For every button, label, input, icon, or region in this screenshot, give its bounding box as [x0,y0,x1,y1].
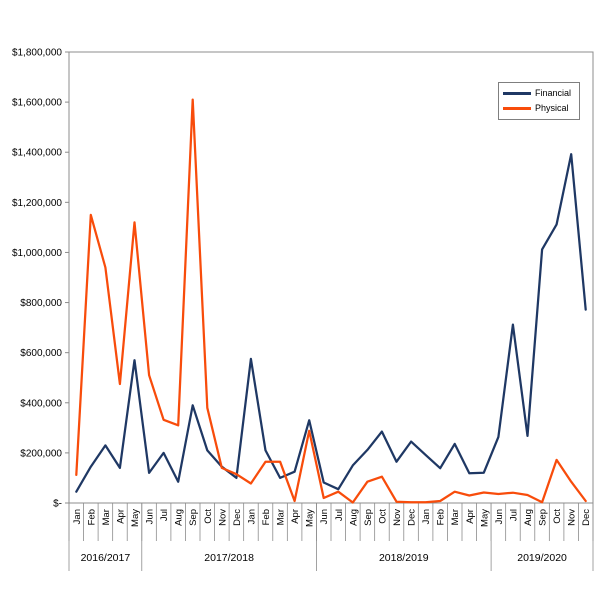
x-axis-month-label: Sep [363,509,374,526]
x-axis-month-label: Aug [523,509,534,526]
x-axis-month-label: Sep [188,509,199,526]
x-axis-month-label: May [130,509,141,527]
x-axis-month-label: Oct [377,509,388,524]
y-axis-label: $800,000 [20,298,62,309]
x-axis-month-label: Feb [86,509,97,525]
x-axis-month-label: May [479,509,490,527]
y-axis-label: $1,600,000 [12,98,62,109]
x-axis-month-label: Dec [232,509,243,526]
legend-item-physical: Physical [503,102,575,116]
x-axis-year-label: 2019/2020 [517,552,567,564]
legend-label-physical: Physical [535,103,569,114]
x-axis-month-label: Aug [174,509,185,526]
x-axis-month-label: Dec [581,509,592,526]
financial-line-swatch [503,91,531,95]
x-axis-month-label: Mar [276,509,287,525]
x-axis-month-label: Jan [246,509,257,524]
x-axis-month-label: Feb [436,509,447,525]
x-axis-month-label: Aug [348,509,359,526]
x-axis-month-label: Mar [101,509,112,525]
x-axis-month-label: Apr [115,509,126,524]
legend-label-financial: Financial [535,87,572,98]
y-axis-label: $1,200,000 [12,198,62,209]
x-axis-month-label: Nov [392,509,403,526]
x-axis-month-label: Apr [290,509,301,524]
y-axis-label: $200,000 [20,448,62,459]
x-axis-month-label: Jul [159,509,170,521]
y-axis-label: $400,000 [20,398,62,409]
x-axis-month-label: Dec [407,509,418,526]
x-axis-month-label: Jan [72,509,83,524]
y-axis-label: $- [53,499,62,510]
x-axis-month-label: Jun [319,509,330,524]
y-axis-label: $600,000 [20,348,62,359]
x-axis-month-label: Feb [261,509,272,525]
x-axis-month-label: Mar [450,509,461,525]
x-axis-month-label: Oct [203,509,214,524]
x-axis-month-label: Nov [217,509,228,526]
x-axis-year-label: 2018/2019 [379,552,429,564]
physical-line-swatch [503,107,531,111]
y-axis-label: $1,800,000 [12,48,62,59]
series-line-physical [75,98,587,504]
legend-item-financial: Financial [503,86,575,100]
x-axis-month-label: Jun [494,509,505,524]
series-line-financial [75,153,587,493]
x-axis-month-label: Jun [145,509,156,524]
y-axis-label: $1,400,000 [12,148,62,159]
x-axis-month-label: Jan [421,509,432,524]
x-axis-month-label: Oct [552,509,563,524]
chart-legend: Financial Physical [498,82,580,120]
x-axis-month-label: Jul [334,509,345,521]
y-axis-label: $1,000,000 [12,248,62,259]
x-axis-month-label: Nov [567,509,578,526]
x-axis-year-label: 2016/2017 [81,552,131,564]
x-axis-month-label: May [305,509,316,527]
x-axis-year-label: 2017/2018 [204,552,254,564]
x-axis-month-label: Sep [538,509,549,526]
x-axis-month-label: Apr [465,509,476,524]
x-axis-month-label: Jul [508,509,519,521]
